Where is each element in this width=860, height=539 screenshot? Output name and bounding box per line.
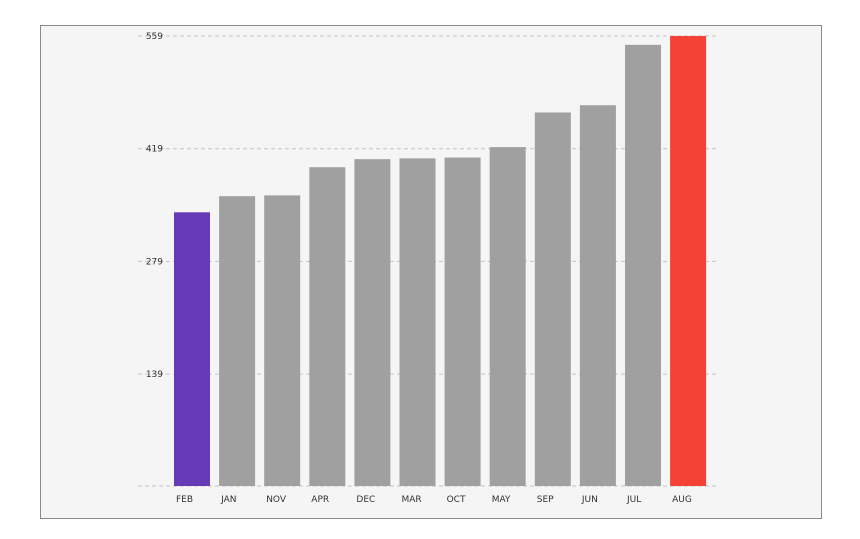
bar-may[interactable] — [489, 147, 526, 486]
bar-oct[interactable] — [444, 157, 481, 487]
x-tick-label: JUL — [626, 495, 641, 505]
bar-feb[interactable] — [174, 212, 210, 487]
x-tick-label: AUG — [672, 495, 692, 505]
x-tick-label: FEB — [176, 495, 193, 505]
bar-dec[interactable] — [354, 159, 391, 486]
bar-jul[interactable] — [625, 44, 661, 486]
y-tick-label: 419 — [146, 145, 163, 155]
bar-nov[interactable] — [264, 195, 301, 486]
bars — [174, 36, 707, 487]
bar-aug[interactable] — [670, 36, 707, 486]
bar-jan[interactable] — [219, 196, 256, 486]
x-tick-label: OCT — [447, 495, 466, 505]
y-tick-label: 279 — [146, 257, 163, 267]
bar-chart: 559 419 279 139 FEB JAN NOV APR DEC MAR OCT MAY SEP… — [138, 32, 716, 505]
bar-jun[interactable] — [579, 105, 616, 486]
bar-sep[interactable] — [534, 112, 571, 486]
bar-mar[interactable] — [399, 158, 436, 486]
chart-frame: 559 419 279 139 FEB JAN NOV APR DEC MAR OCT MAY SEP… — [40, 25, 822, 519]
x-axis-ticks: FEB JAN NOV APR DEC MAR OCT MAY SEP JUN JUL AUG — [176, 495, 692, 505]
y-axis-ticks: 559 419 279 139 — [146, 32, 163, 380]
x-tick-label: JUN — [581, 495, 598, 505]
y-tick-label: 139 — [146, 370, 163, 380]
bar-apr[interactable] — [309, 167, 346, 486]
x-tick-label: DEC — [356, 495, 375, 505]
x-tick-label: APR — [311, 495, 329, 505]
x-tick-label: NOV — [266, 495, 287, 505]
y-tick-label: 559 — [146, 32, 163, 42]
x-tick-label: MAY — [492, 495, 511, 505]
x-tick-label: JAN — [220, 495, 236, 505]
x-tick-label: SEP — [537, 495, 554, 505]
x-tick-label: MAR — [402, 495, 422, 505]
